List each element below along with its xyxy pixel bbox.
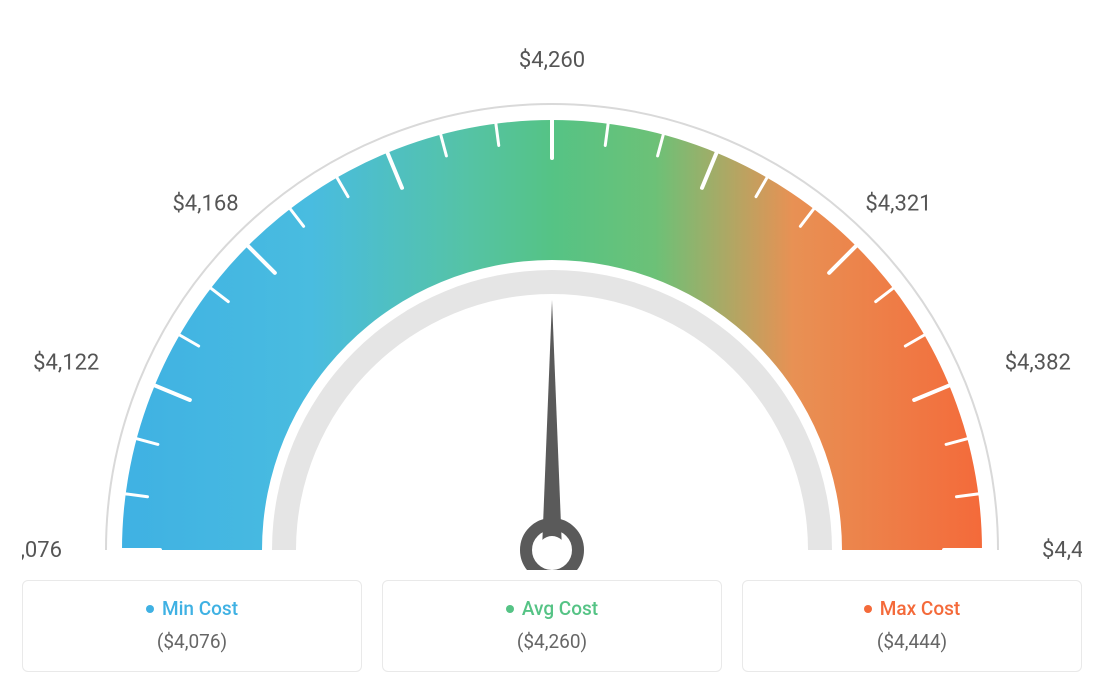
gauge-tick-label: $4,168 bbox=[172, 192, 238, 217]
gauge-tick-label: $4,076 bbox=[22, 538, 62, 563]
legend-value: ($4,076) bbox=[157, 630, 227, 653]
legend-row: Min Cost ($4,076) Avg Cost ($4,260) Max Cost… bbox=[0, 580, 1104, 672]
gauge-tick-label: $4,321 bbox=[865, 192, 931, 217]
gauge-needle bbox=[542, 300, 562, 550]
gauge-tick-label: $4,444 bbox=[1042, 538, 1082, 563]
cost-gauge-widget: $4,076 $4,122 $4,168 $4,260 $4,321 $4,382 $4,4… bbox=[0, 0, 1104, 690]
legend-dot-icon bbox=[864, 605, 872, 613]
legend-label: Max Cost bbox=[880, 597, 960, 620]
legend-label: Min Cost bbox=[162, 597, 238, 620]
gauge-chart: $4,076 $4,122 $4,168 $4,260 $4,321 $4,382 $4,4… bbox=[22, 10, 1082, 570]
legend-value: ($4,444) bbox=[877, 630, 947, 653]
legend-value: ($4,260) bbox=[517, 630, 587, 653]
legend-label: Avg Cost bbox=[522, 597, 598, 620]
legend-dot-icon bbox=[506, 605, 514, 613]
legend-title: Min Cost bbox=[146, 597, 238, 620]
legend-title: Avg Cost bbox=[506, 597, 598, 620]
legend-card: Max Cost ($4,444) bbox=[742, 580, 1082, 672]
legend-title: Max Cost bbox=[864, 597, 960, 620]
gauge-tick-label: $4,122 bbox=[33, 350, 99, 375]
legend-card: Avg Cost ($4,260) bbox=[382, 580, 722, 672]
legend-dot-icon bbox=[146, 605, 154, 613]
legend-card: Min Cost ($4,076) bbox=[22, 580, 362, 672]
gauge-tick-label: $4,382 bbox=[1005, 350, 1071, 375]
gauge-tick-label: $4,260 bbox=[519, 48, 585, 73]
